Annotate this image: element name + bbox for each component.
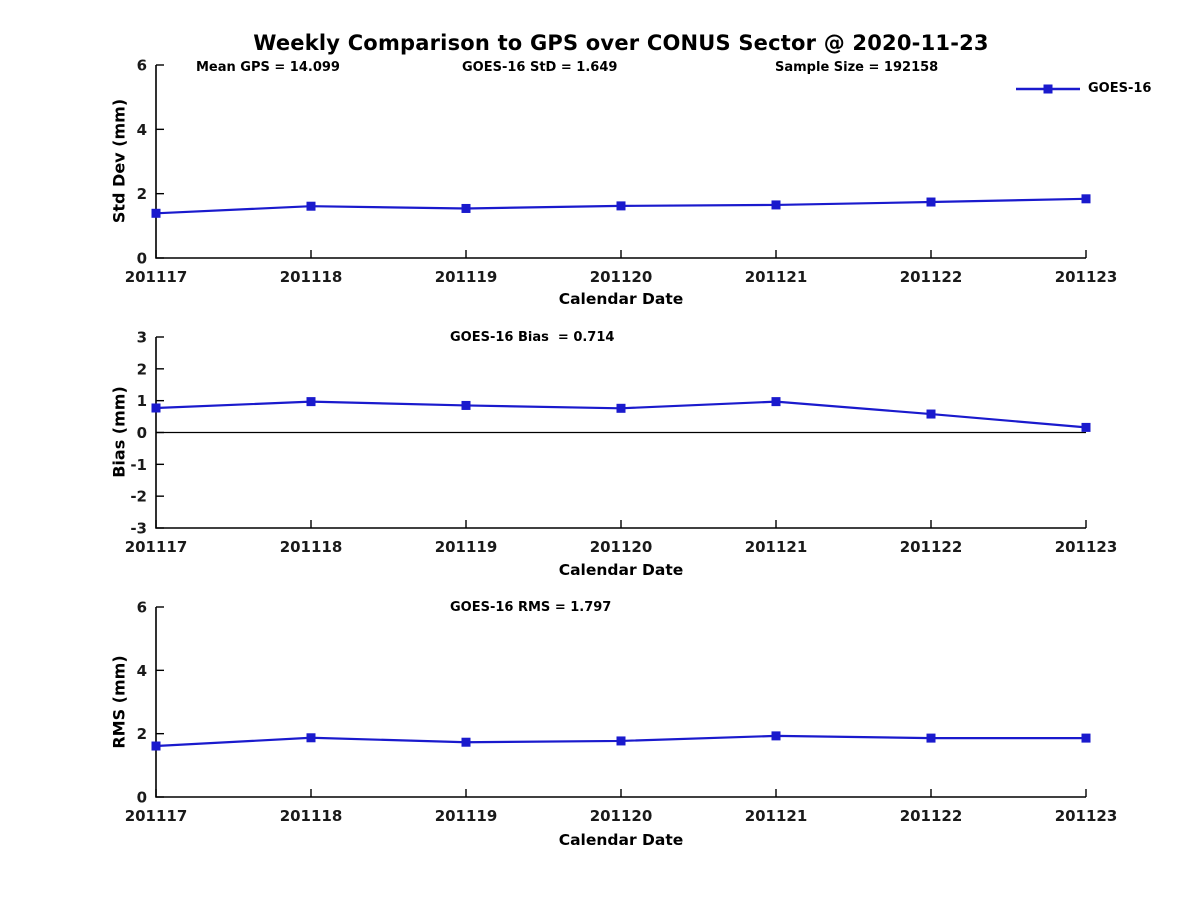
y-tick-label: 2 <box>137 725 147 743</box>
figure-title: Weekly Comparison to GPS over CONUS Sect… <box>253 31 989 55</box>
x-tick-label: 201119 <box>435 268 498 286</box>
y-tick-label: 4 <box>137 662 147 680</box>
x-tick-label: 201121 <box>745 268 808 286</box>
x-tick-label: 201120 <box>590 268 653 286</box>
y-tick-label: 0 <box>137 789 147 807</box>
data-point-marker <box>306 201 316 211</box>
data-point-marker <box>1081 422 1091 432</box>
data-point-marker <box>151 403 161 413</box>
y-tick-label: 2 <box>137 185 147 203</box>
legend-label: GOES-16 <box>1088 81 1152 96</box>
x-tick-label: 201117 <box>125 538 188 556</box>
stat-sample-size: Sample Size = 192158 <box>775 60 939 75</box>
data-point-marker <box>616 201 626 211</box>
y-tick-label: 0 <box>137 250 147 268</box>
data-point-marker <box>771 731 781 741</box>
y-tick-label: -2 <box>130 488 147 506</box>
data-point-marker <box>771 397 781 407</box>
axis-spines <box>155 65 1086 259</box>
subplot-bias: -3 -2 -1 0 1 2 3 201117 201118 201119 201120 201121… <box>125 329 1118 557</box>
data-point-marker <box>1081 194 1091 204</box>
subplot-rms: 0 2 4 6 201117 201118 201119 201120 201121 201122… <box>125 599 1118 826</box>
legend-line-marker-icon <box>1016 84 1080 93</box>
data-point-marker <box>461 203 471 213</box>
x-tick-label: 201123 <box>1055 807 1118 825</box>
y-tick-label: -3 <box>130 520 147 538</box>
x-tick-label: 201120 <box>590 807 653 825</box>
y-tick-label: 1 <box>137 392 147 410</box>
x-tick-label: 201117 <box>125 807 188 825</box>
subplot-std-dev: 0 2 4 6 201117 201118 201119 201120 201121 201122… <box>125 57 1118 287</box>
x-tick-label: 201118 <box>280 268 343 286</box>
x-tick-label: 201122 <box>900 807 963 825</box>
data-point-marker <box>461 737 471 747</box>
x-tick-label: 201119 <box>435 538 498 556</box>
data-point-marker <box>616 403 626 413</box>
data-point-marker <box>151 208 161 218</box>
ylabel-rms: RMS (mm) <box>109 655 129 749</box>
x-tick-label: 201121 <box>745 807 808 825</box>
x-tick-label: 201119 <box>435 807 498 825</box>
data-point-marker <box>306 397 316 407</box>
y-tick-label: 3 <box>137 329 147 347</box>
rms-annotation: GOES-16 RMS = 1.797 <box>450 600 612 615</box>
ylabel-bias: Bias (mm) <box>109 386 129 478</box>
y-tick-label: 4 <box>137 121 147 139</box>
x-tick-label: 201118 <box>280 538 343 556</box>
x-tick-label: 201122 <box>900 538 963 556</box>
data-point-marker <box>1081 733 1091 743</box>
x-tick-label: 201118 <box>280 807 343 825</box>
y-tick-label: 0 <box>137 424 147 442</box>
data-point-marker <box>151 741 161 751</box>
data-point-marker <box>926 409 936 419</box>
data-point-marker <box>926 197 936 207</box>
x-tick-label: 201121 <box>745 538 808 556</box>
y-tick-label: 6 <box>137 599 147 617</box>
legend: GOES-16 <box>1015 81 1151 96</box>
x-tick-label: 201122 <box>900 268 963 286</box>
axis-spines <box>155 607 1086 798</box>
data-point-marker <box>461 400 471 410</box>
data-point-marker <box>616 736 626 746</box>
x-tick-label: 201117 <box>125 268 188 286</box>
xlabel-bottom: Calendar Date <box>558 831 684 849</box>
x-tick-label: 201123 <box>1055 268 1118 286</box>
x-tick-label: 201120 <box>590 538 653 556</box>
ylabel-std-dev: Std Dev (mm) <box>109 98 129 224</box>
y-tick-label: 6 <box>137 57 147 75</box>
x-tick-label: 201123 <box>1055 538 1118 556</box>
bias-annotation: GOES-16 Bias = 0.714 <box>450 330 615 345</box>
data-point-marker <box>926 733 936 743</box>
y-tick-label: -1 <box>130 456 147 474</box>
xlabel-top: Calendar Date <box>558 290 684 308</box>
data-point-marker <box>771 200 781 210</box>
stat-goes16-std: GOES-16 StD = 1.649 <box>462 60 618 75</box>
y-tick-label: 2 <box>137 360 147 378</box>
xlabel-middle: Calendar Date <box>558 561 684 579</box>
stat-mean-gps: Mean GPS = 14.099 <box>196 60 340 75</box>
data-point-marker <box>306 733 316 743</box>
